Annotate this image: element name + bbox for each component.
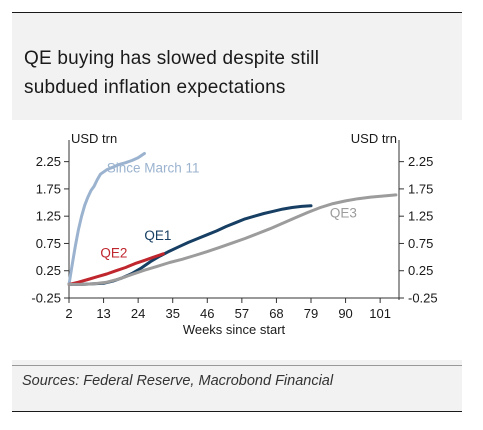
y-tick-label-left: 0.75: [36, 236, 61, 251]
series-label-qe1: QE1: [144, 228, 171, 243]
y-tick-label-right: 2.25: [408, 154, 433, 169]
y-tick-label-left: -0.25: [31, 291, 61, 306]
y-tick-label-right: -0.25: [408, 291, 438, 306]
line-chart: USD trn USD trn -0.25 -0.25 0.25 0.25 0.75 0.75…: [31, 131, 438, 337]
y-tick-label-left: 1.75: [36, 181, 61, 196]
x-tick-label: 101: [369, 306, 391, 321]
series-label-qe2: QE2: [100, 246, 127, 261]
plot-area: USD trn USD trn -0.25 -0.25 0.25 0.25 0.75 0.75…: [12, 120, 462, 360]
y-tick-label-right: 0.75: [408, 236, 433, 251]
series-label-since-march-11: Since March 11: [107, 161, 200, 176]
y-axis-unit-left: USD trn: [71, 131, 117, 146]
x-axis-title: Weeks since start: [183, 322, 286, 337]
x-tick-label: 35: [165, 306, 179, 321]
x-tick-label: 2: [65, 306, 72, 321]
x-tick-label: 79: [304, 306, 318, 321]
x-tick-label: 46: [200, 306, 214, 321]
y-tick-label-right: 1.75: [408, 181, 433, 196]
x-tick-label: 24: [131, 306, 145, 321]
bottom-rule: [12, 411, 462, 412]
chart-title-line-1: QE buying has slowed despite still: [24, 48, 320, 69]
x-tick-label: 68: [269, 306, 283, 321]
x-tick-label: 13: [96, 306, 110, 321]
chart-title-line-2: subdued inflation expectations: [24, 77, 286, 98]
sources-separator: [12, 365, 462, 366]
y-tick-label-left: 1.25: [36, 209, 61, 224]
y-tick-label-left: 0.25: [36, 263, 61, 278]
y-axis-unit-right: USD trn: [351, 131, 397, 146]
sources-note: Sources: Federal Reserve, Macrobond Fina…: [22, 373, 334, 389]
series-line-qe2: [67, 252, 165, 286]
series-label-qe3: QE3: [330, 205, 357, 220]
y-tick-label-right: 0.25: [408, 263, 433, 278]
chart-title: QE buying has slowed despite still subdu…: [24, 44, 444, 102]
series-line-qe3: [67, 193, 398, 286]
y-tick-label-left: 2.25: [36, 154, 61, 169]
top-rule: [12, 12, 462, 13]
y-tick-label-right: 1.25: [408, 209, 433, 224]
x-tick-label: 90: [338, 306, 352, 321]
series-line-since-march-11: [67, 152, 146, 286]
x-tick-label: 57: [235, 306, 249, 321]
